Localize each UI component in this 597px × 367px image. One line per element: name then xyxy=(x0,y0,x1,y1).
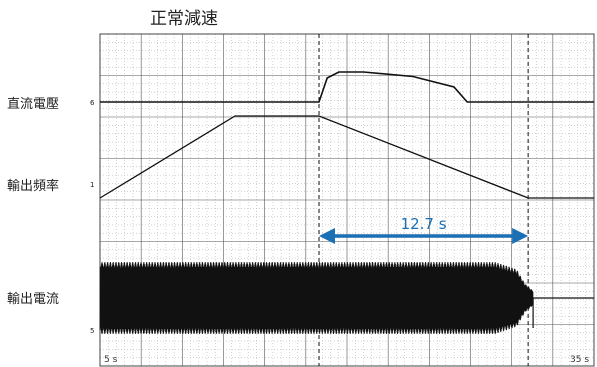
duration-arrow-head-right xyxy=(512,228,529,244)
channel-tag-output-frequency: 1 xyxy=(90,181,94,189)
channel-tag-output-current: 5 xyxy=(90,327,94,335)
duration-label: 12.7 s xyxy=(401,215,447,233)
trace-output-current-tail xyxy=(532,297,594,328)
x-tick-start: 5 s xyxy=(104,355,118,365)
trace-output-current xyxy=(99,261,534,335)
trace-dc-voltage xyxy=(100,71,594,103)
signal-traces xyxy=(99,71,594,335)
channel-tag-dc-voltage: 6 xyxy=(90,99,95,107)
channel-label-output-current: 輸出電流 xyxy=(7,292,59,307)
channel-label-output-frequency: 輸出頻率 xyxy=(7,178,59,194)
x-tick-end: 35 s xyxy=(570,355,589,365)
channel-label-dc-voltage: 直流電壓 xyxy=(7,97,59,112)
chart-frame xyxy=(99,33,595,367)
duration-annotation: 12.7 s xyxy=(319,215,529,244)
chart-title: 正常減速 xyxy=(150,9,218,29)
plot-border xyxy=(99,33,595,367)
trace-output-frequency xyxy=(99,115,594,199)
duration-arrow-head-left xyxy=(319,228,336,244)
